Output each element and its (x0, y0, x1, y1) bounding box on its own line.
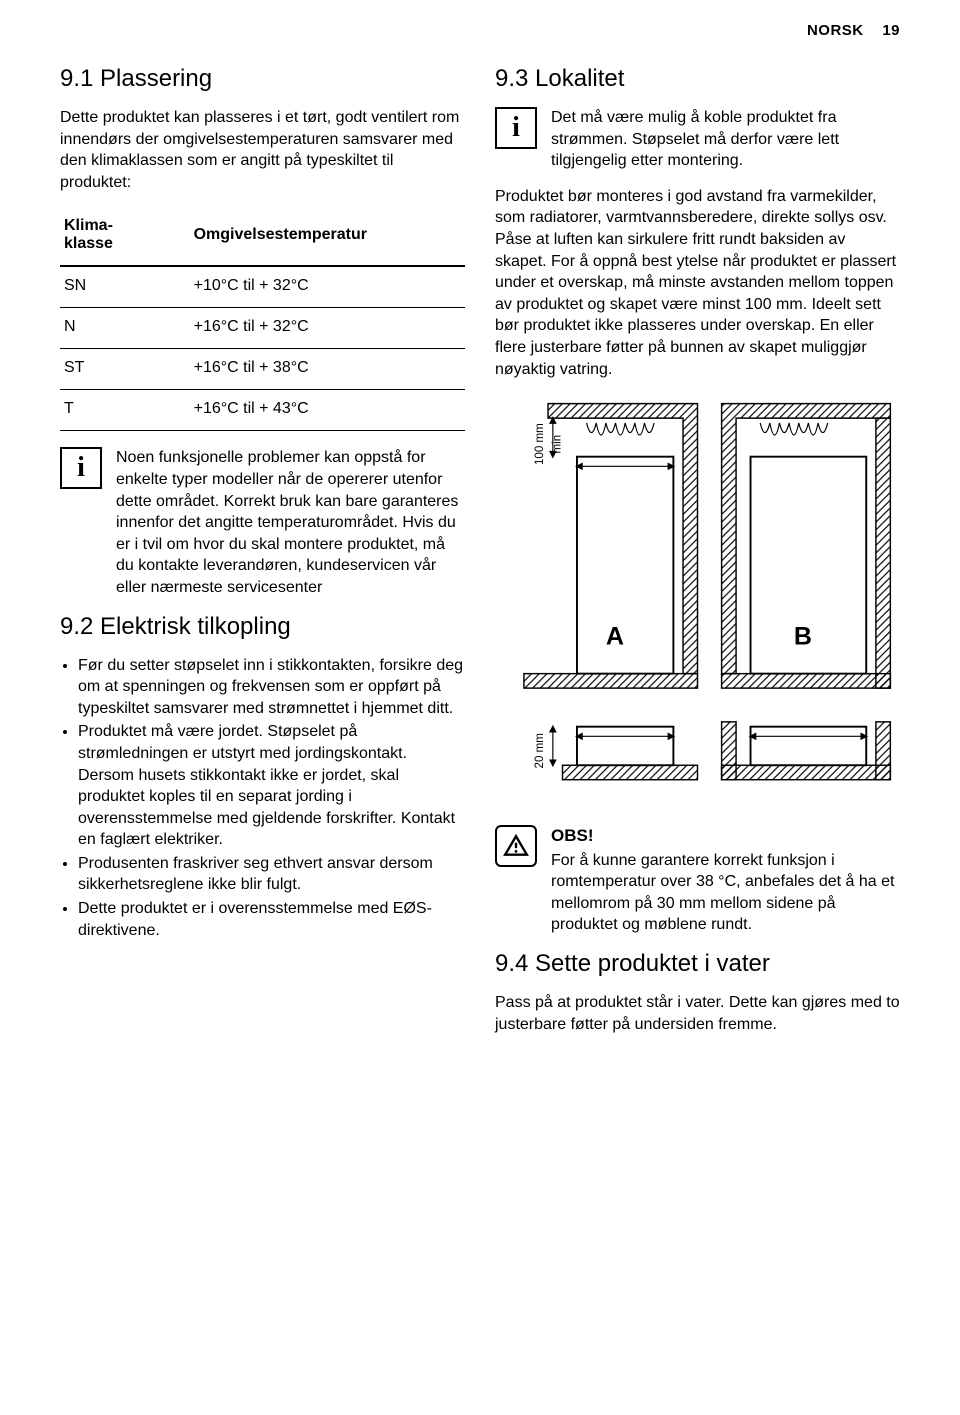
placement-diagram: 100 mm min A B (495, 394, 900, 809)
warning-obs: OBS! For å kunne garantere korrekt funks… (495, 825, 900, 936)
table-head-temp: Omgivelsestemperatur (190, 207, 465, 266)
lang-label: NORSK (807, 22, 864, 39)
table-row: N+16°C til + 32°C (60, 308, 465, 349)
left-column: 9.1 Plassering Dette produktet kan plass… (60, 65, 465, 1049)
table-row: ST+16°C til + 38°C (60, 349, 465, 390)
list-item: Produsenten fraskriver seg ethvert ansva… (78, 853, 465, 896)
label-a: A (606, 623, 624, 651)
table-head-class: Klima- klasse (60, 207, 190, 266)
list-item: Dette produktet er i overensstemmelse me… (78, 898, 465, 941)
right-column: 9.3 Lokalitet i Det må være mulig å kobl… (495, 65, 900, 1049)
section-9-3-body: Produktet bør monteres i god avstand fra… (495, 186, 900, 380)
obs-body: For å kunne garantere korrekt funksjon i… (551, 852, 894, 934)
info-note-9-3: i Det må være mulig å koble produktet fr… (495, 107, 900, 172)
info-icon: i (495, 107, 537, 149)
table-row: T+16°C til + 43°C (60, 390, 465, 431)
info-note-9-1: i Noen funksjonelle problemer kan oppstå… (60, 447, 465, 598)
section-9-2-list: Før du setter støpselet inn i stikkontak… (60, 655, 465, 942)
two-column-layout: 9.1 Plassering Dette produktet kan plass… (60, 65, 900, 1049)
table-row: SN+10°C til + 32°C (60, 266, 465, 308)
section-9-2-title: 9.2 Elektrisk tilkopling (60, 613, 465, 641)
obs-text: OBS! For å kunne garantere korrekt funks… (551, 825, 900, 936)
list-item: Før du setter støpselet inn i stikkontak… (78, 655, 465, 720)
section-9-3-title: 9.3 Lokalitet (495, 65, 900, 93)
label-100mm: 100 mm (534, 423, 546, 465)
info-note-9-3-text: Det må være mulig å koble produktet fra … (551, 107, 900, 172)
section-9-1-title: 9.1 Plassering (60, 65, 465, 93)
placement-diagram-svg: 100 mm min A B (495, 394, 900, 809)
page-number: 19 (882, 22, 900, 39)
section-9-4-title: 9.4 Sette produktet i vater (495, 950, 900, 978)
info-note-9-1-text: Noen funksjonelle problemer kan oppstå f… (116, 447, 465, 598)
label-min: min (552, 435, 564, 454)
info-icon: i (60, 447, 102, 489)
climate-class-table: Klima- klasse Omgivelsestemperatur SN+10… (60, 207, 465, 431)
page-header: NORSK 19 (807, 22, 900, 39)
label-b: B (794, 623, 812, 651)
warning-icon (495, 825, 537, 867)
list-item: Produktet må være jordet. Støpselet på s… (78, 721, 465, 851)
label-20mm: 20 mm (534, 733, 546, 768)
section-9-1-intro: Dette produktet kan plasseres i et tørt,… (60, 107, 465, 193)
obs-title: OBS! (551, 825, 900, 848)
section-9-4-body: Pass på at produktet står i vater. Dette… (495, 992, 900, 1035)
